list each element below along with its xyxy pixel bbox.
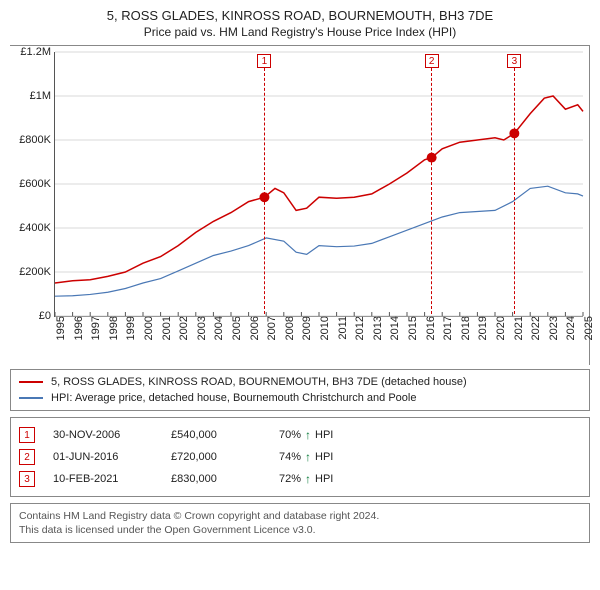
x-tick-label: 1999 (121, 316, 137, 340)
event-date: 01-JUN-2016 (53, 451, 153, 463)
chart-svg (55, 52, 583, 316)
event-number: 1 (19, 427, 35, 443)
legend-item: 5, ROSS GLADES, KINROSS ROAD, BOURNEMOUT… (19, 374, 581, 390)
chart-title: 5, ROSS GLADES, KINROSS ROAD, BOURNEMOUT… (10, 8, 590, 39)
event-pct-value: 74% (279, 451, 301, 463)
x-tick-label: 2019 (473, 316, 489, 340)
title-line2: Price paid vs. HM Land Registry's House … (10, 25, 590, 39)
x-tick-label: 2003 (192, 316, 208, 340)
y-tick-label: £1.2M (20, 46, 55, 58)
footer-line2: This data is licensed under the Open Gov… (19, 523, 581, 537)
plot-area: £0£200K£400K£600K£800K£1M£1.2M1995199619… (54, 52, 583, 317)
event-pct: 70% ↑ HPI (279, 428, 333, 442)
events-table: 1 30-NOV-2006 £540,000 70% ↑ HPI 2 01-JUN-2016 £… (10, 417, 590, 497)
x-tick-label: 1995 (51, 316, 67, 340)
x-tick-label: 2005 (227, 316, 243, 340)
x-tick-label: 2004 (209, 316, 225, 340)
x-tick-label: 2021 (509, 316, 525, 340)
x-tick-label: 2002 (174, 316, 190, 340)
event-number: 2 (19, 449, 35, 465)
event-pct: 72% ↑ HPI (279, 472, 333, 486)
legend-swatch (19, 397, 43, 399)
x-tick-label: 2020 (491, 316, 507, 340)
x-tick-label: 2017 (438, 316, 454, 340)
x-tick-label: 2025 (579, 316, 595, 340)
event-row: 2 01-JUN-2016 £720,000 74% ↑ HPI (19, 446, 581, 468)
x-tick-label: 2006 (245, 316, 261, 340)
event-row: 1 30-NOV-2006 £540,000 70% ↑ HPI (19, 424, 581, 446)
event-price: £540,000 (171, 429, 261, 441)
arrow-up-icon: ↑ (305, 450, 311, 464)
event-pct: 74% ↑ HPI (279, 450, 333, 464)
event-price: £830,000 (171, 473, 261, 485)
legend-swatch (19, 381, 43, 383)
x-tick-label: 2009 (297, 316, 313, 340)
x-tick-label: 2024 (561, 316, 577, 340)
y-tick-label: £800K (19, 134, 55, 146)
y-tick-label: £600K (19, 178, 55, 190)
event-number: 3 (19, 471, 35, 487)
legend-label: HPI: Average price, detached house, Bour… (51, 392, 416, 404)
chart-container: £0£200K£400K£600K£800K£1M£1.2M1995199619… (10, 45, 590, 365)
x-tick-label: 2016 (421, 316, 437, 340)
x-tick-label: 2007 (262, 316, 278, 340)
x-tick-label: 2022 (526, 316, 542, 340)
x-tick-label: 1996 (69, 316, 85, 340)
event-pct-suffix: HPI (315, 473, 333, 485)
x-tick-label: 2013 (368, 316, 384, 340)
y-tick-label: £1M (30, 90, 55, 102)
x-tick-label: 2018 (456, 316, 472, 340)
x-tick-label: 1998 (104, 316, 120, 340)
y-tick-label: £200K (19, 266, 55, 278)
legend: 5, ROSS GLADES, KINROSS ROAD, BOURNEMOUT… (10, 369, 590, 411)
legend-label: 5, ROSS GLADES, KINROSS ROAD, BOURNEMOUT… (51, 376, 467, 388)
x-tick-label: 2011 (333, 316, 349, 340)
title-line1: 5, ROSS GLADES, KINROSS ROAD, BOURNEMOUT… (10, 8, 590, 23)
event-date: 10-FEB-2021 (53, 473, 153, 485)
x-tick-label: 2023 (544, 316, 560, 340)
x-tick-label: 1997 (86, 316, 102, 340)
attribution: Contains HM Land Registry data © Crown c… (10, 503, 590, 543)
x-tick-label: 2012 (350, 316, 366, 340)
legend-item: HPI: Average price, detached house, Bour… (19, 390, 581, 406)
event-row: 3 10-FEB-2021 £830,000 72% ↑ HPI (19, 468, 581, 490)
event-price: £720,000 (171, 451, 261, 463)
event-pct-value: 72% (279, 473, 301, 485)
event-date: 30-NOV-2006 (53, 429, 153, 441)
x-tick-label: 2014 (385, 316, 401, 340)
x-tick-label: 2000 (139, 316, 155, 340)
event-pct-suffix: HPI (315, 451, 333, 463)
x-tick-label: 2010 (315, 316, 331, 340)
arrow-up-icon: ↑ (305, 428, 311, 442)
y-tick-label: £400K (19, 222, 55, 234)
x-tick-label: 2015 (403, 316, 419, 340)
event-pct-suffix: HPI (315, 429, 333, 441)
footer-line1: Contains HM Land Registry data © Crown c… (19, 509, 581, 523)
arrow-up-icon: ↑ (305, 472, 311, 486)
x-tick-label: 2008 (280, 316, 296, 340)
x-tick-label: 2001 (157, 316, 173, 340)
event-pct-value: 70% (279, 429, 301, 441)
